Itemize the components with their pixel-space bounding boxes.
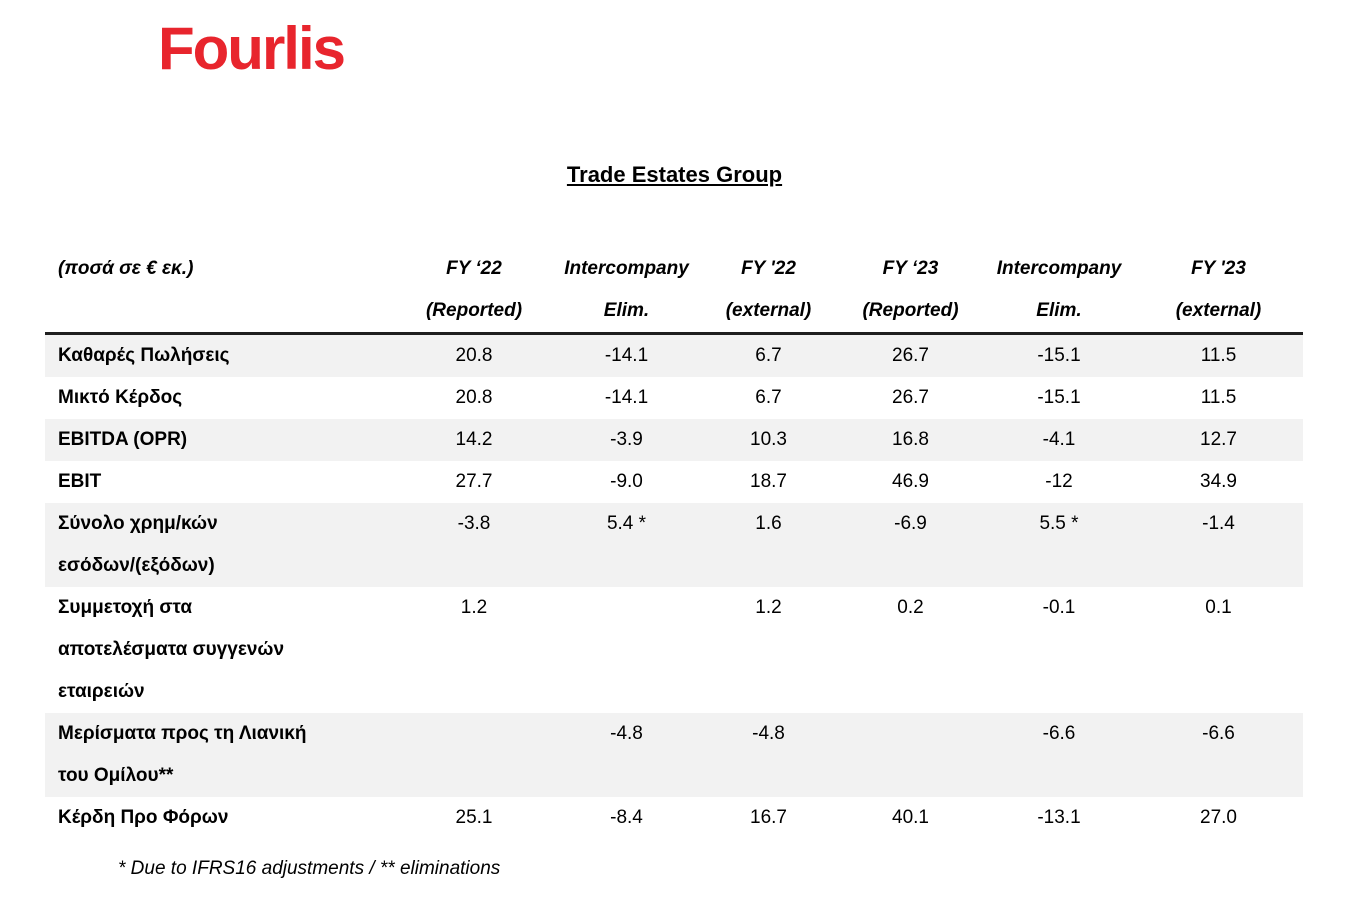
page-title: Trade Estates Group (0, 162, 1349, 188)
column-header-intercompany-elim-fy23: Intercompany Elim. (984, 248, 1134, 334)
cell-value (395, 713, 553, 797)
table-row-gross-profit: Μικτό Κέρδος 20.8 -14.1 6.7 26.7 -15.1 1… (45, 377, 1303, 419)
cell-value: 5.5 * (984, 503, 1134, 587)
cell-value: 20.8 (455, 387, 493, 408)
unit-label: (ποσά σε € εκ.) (58, 258, 194, 279)
cell-value: -3.8 (395, 503, 553, 587)
column-header-line2: (external) (1175, 300, 1262, 321)
column-header-line2: Elim. (603, 300, 650, 321)
column-header-line1: FY '22 (741, 258, 796, 279)
cell-value: -1.4 (1134, 503, 1303, 587)
cell-value: 20.8 (395, 332, 553, 377)
cell-value: 40.1 (892, 807, 929, 828)
table-row-total-financial-income-expenses: Σύνολο χρημ/κών εσόδων/(εξόδων) -3.8 5.4… (45, 503, 1303, 587)
column-header-fy23-reported: FY ‘23 (Reported) (837, 248, 984, 334)
cell-value: 11.5 (1200, 387, 1237, 408)
cell-value: -14.1 (604, 387, 649, 408)
column-header-line2: Elim. (1036, 300, 1082, 321)
row-label: Καθαρές Πωλήσεις (45, 332, 395, 377)
column-header-fy22-external: FY '22 (external) (700, 248, 837, 334)
cell-value: -15.1 (1037, 387, 1081, 408)
fourlis-logo: Fourlis (158, 15, 346, 82)
cell-value: -14.1 (553, 332, 700, 377)
cell-value: 12.7 (1134, 419, 1303, 461)
cell-value: -4.8 (553, 713, 700, 797)
table-header: (ποσά σε € εκ.) FY ‘22 (Reported) Interc… (45, 248, 1303, 334)
row-label: Μικτό Κέρδος (58, 387, 183, 408)
cell-value: -6.6 (1134, 713, 1303, 797)
cell-value: 11.5 (1134, 332, 1303, 377)
cell-value: 27.0 (1200, 807, 1237, 828)
cell-value: -0.1 (1042, 597, 1076, 618)
column-header-line1: FY '23 (1191, 258, 1246, 279)
cell-value: 1.2 (460, 597, 488, 618)
cell-value: -13.1 (1037, 807, 1081, 828)
cell-value: 0.1 (1205, 597, 1232, 618)
cell-value: -8.4 (610, 807, 643, 828)
table-row-ebit: EBIT 27.7 -9.0 18.7 46.9 -12 34.9 (45, 461, 1303, 503)
cell-value: -12 (1045, 471, 1073, 492)
header-row: (ποσά σε € εκ.) FY ‘22 (Reported) Interc… (45, 248, 1303, 334)
cell-value: -6.9 (837, 503, 984, 587)
cell-value: 16.8 (837, 419, 984, 461)
cell-value: 26.7 (892, 387, 929, 408)
column-header-line1: FY ‘22 (446, 258, 502, 279)
cell-value: 25.1 (455, 807, 493, 828)
cell-value: 0.2 (897, 597, 924, 618)
cell-value: 10.3 (700, 419, 837, 461)
table-row-ebitda: EBITDA (OPR) 14.2 -3.9 10.3 16.8 -4.1 12… (45, 419, 1303, 461)
cell-value: 26.7 (837, 332, 984, 377)
row-label: Συμμετοχή στα αποτελέσματα συγγενών εται… (58, 597, 285, 702)
column-header-line2: (Reported) (862, 300, 959, 321)
footnote: * Due to IFRS16 adjustments / ** elimina… (118, 858, 501, 879)
column-header-fy22-reported: FY ‘22 (Reported) (395, 248, 553, 334)
cell-value: -15.1 (984, 332, 1134, 377)
cell-value: 1.6 (700, 503, 837, 587)
cell-value: -4.8 (700, 713, 837, 797)
row-label: Σύνολο χρημ/κών εσόδων/(εξόδων) (45, 503, 395, 587)
column-header-line1: FY ‘23 (882, 258, 939, 279)
column-header-line1: Intercompany (996, 258, 1122, 279)
row-label: EBIT (58, 471, 102, 492)
cell-value: 6.7 (755, 387, 782, 408)
cell-value: 1.2 (755, 597, 782, 618)
cell-value: -9.0 (610, 471, 643, 492)
cell-value: 18.7 (750, 471, 787, 492)
page-title-text: Trade Estates Group (566, 162, 783, 187)
row-label: Μερίσματα προς τη Λιανική του Ομίλου** (45, 713, 395, 797)
cell-value: 46.9 (892, 471, 929, 492)
table-row-share-of-associates-results: Συμμετοχή στα αποτελέσματα συγγενών εται… (45, 587, 1303, 713)
table-row-profit-before-tax: Κέρδη Προ Φόρων 25.1 -8.4 16.7 40.1 -13.… (45, 797, 1303, 839)
column-header-intercompany-elim-fy22: Intercompany Elim. (553, 248, 700, 334)
table-body: Καθαρές Πωλήσεις 20.8 -14.1 6.7 26.7 -15… (45, 332, 1303, 840)
cell-value: 14.2 (395, 419, 553, 461)
cell-value (553, 587, 700, 713)
cell-value: -3.9 (553, 419, 700, 461)
cell-value (837, 713, 984, 797)
cell-value: -6.6 (984, 713, 1134, 797)
column-header-line1: Intercompany (564, 258, 689, 279)
cell-value: 6.7 (700, 332, 837, 377)
column-header-line2: (external) (725, 300, 812, 321)
row-label: EBITDA (OPR) (45, 419, 395, 461)
table-row-net-sales: Καθαρές Πωλήσεις 20.8 -14.1 6.7 26.7 -15… (45, 332, 1303, 377)
cell-value: 5.4 * (553, 503, 700, 587)
row-label: Κέρδη Προ Φόρων (58, 807, 229, 828)
cell-value: 16.7 (750, 807, 787, 828)
cell-value: -4.1 (984, 419, 1134, 461)
cell-value: 27.7 (455, 471, 493, 492)
column-header-line2: (Reported) (425, 300, 523, 321)
table-row-dividends-to-group-retail: Μερίσματα προς τη Λιανική του Ομίλου** -… (45, 713, 1303, 797)
column-header-fy23-external: FY '23 (external) (1134, 248, 1303, 334)
cell-value: 34.9 (1200, 471, 1237, 492)
financial-table: (ποσά σε € εκ.) FY ‘22 (Reported) Interc… (45, 248, 1303, 839)
